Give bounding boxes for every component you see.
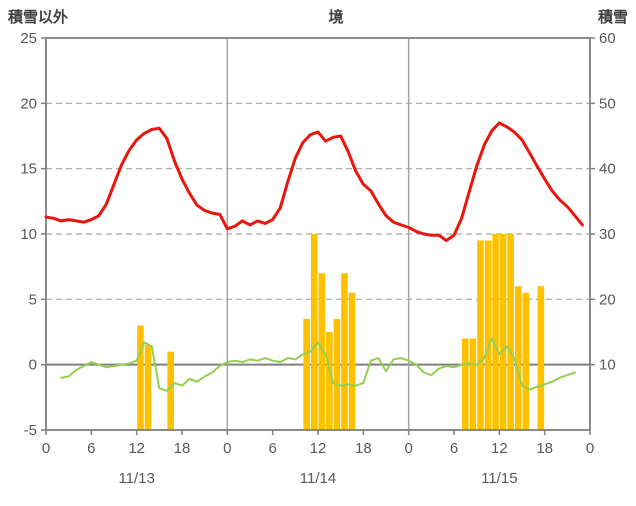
snow-bar [167, 351, 174, 430]
snow-bar [537, 286, 545, 430]
left-y-tick-label: 5 [29, 291, 37, 308]
left-y-tick-label: 0 [29, 357, 37, 374]
right-y-tick-label: 30 [599, 226, 616, 243]
snow-bar [144, 345, 152, 430]
snow-bar [318, 273, 326, 430]
snow-bar [137, 325, 144, 430]
chart-title: 境 [328, 8, 343, 26]
snow-bar [507, 234, 514, 430]
red-temperature-line [44, 121, 584, 242]
right-axis-title: 積雪 [597, 8, 628, 26]
snow-bar [348, 292, 356, 430]
snow-bar [477, 240, 484, 430]
snow-bar [522, 292, 530, 430]
x-tick-label: 18 [174, 440, 191, 457]
x-tick-label: 0 [404, 440, 412, 457]
x-tick-label: 6 [268, 440, 276, 457]
right-y-tick-label: 10 [599, 357, 616, 374]
x-tick-label: 6 [87, 440, 95, 457]
x-tick-label: 0 [42, 440, 50, 457]
x-tick-label: 12 [128, 440, 145, 457]
right-y-tick-label: 40 [599, 161, 616, 178]
snow-bar [462, 338, 469, 430]
x-tick-label: 12 [310, 440, 327, 457]
day-label: 11/14 [300, 470, 336, 487]
plot-area: 0 6 12 18 0 6 12 18 0 6 12 18 0 11/13 11/14 11/15 25 20 15… [20, 30, 615, 487]
snow-bar [492, 234, 499, 430]
green-line [60, 337, 576, 392]
left-y-tick-label: 20 [20, 95, 37, 112]
snow-bar [333, 318, 341, 430]
snow-bar [469, 338, 477, 430]
x-tick-label: 6 [450, 440, 458, 457]
left-y-tick-label: 25 [20, 30, 37, 47]
right-y-tick-label: 50 [599, 95, 616, 112]
snow-bar [341, 273, 348, 430]
snow-bar [310, 234, 318, 430]
x-tick-label: 0 [586, 440, 594, 457]
x-tick-label: 18 [355, 440, 372, 457]
left-y-tick-label: 10 [20, 226, 37, 243]
x-tick-label: 18 [536, 440, 553, 457]
x-tick-label: 12 [491, 440, 508, 457]
left-y-tick-label: 15 [20, 161, 37, 178]
day-label: 11/13 [118, 470, 154, 487]
right-y-tick-label: 60 [599, 30, 616, 47]
snow-bar [303, 318, 310, 430]
right-y-tick-label: 20 [599, 291, 616, 308]
left-axis-title: 積雪以外 [7, 8, 68, 26]
snow-bar [514, 286, 522, 430]
day-label: 11/15 [481, 470, 517, 487]
snow-bar [484, 240, 492, 430]
left-y-tick-label: -5 [24, 422, 37, 439]
snow-bar [499, 234, 507, 430]
snow-bar [326, 332, 333, 430]
x-tick-label: 0 [223, 440, 231, 457]
